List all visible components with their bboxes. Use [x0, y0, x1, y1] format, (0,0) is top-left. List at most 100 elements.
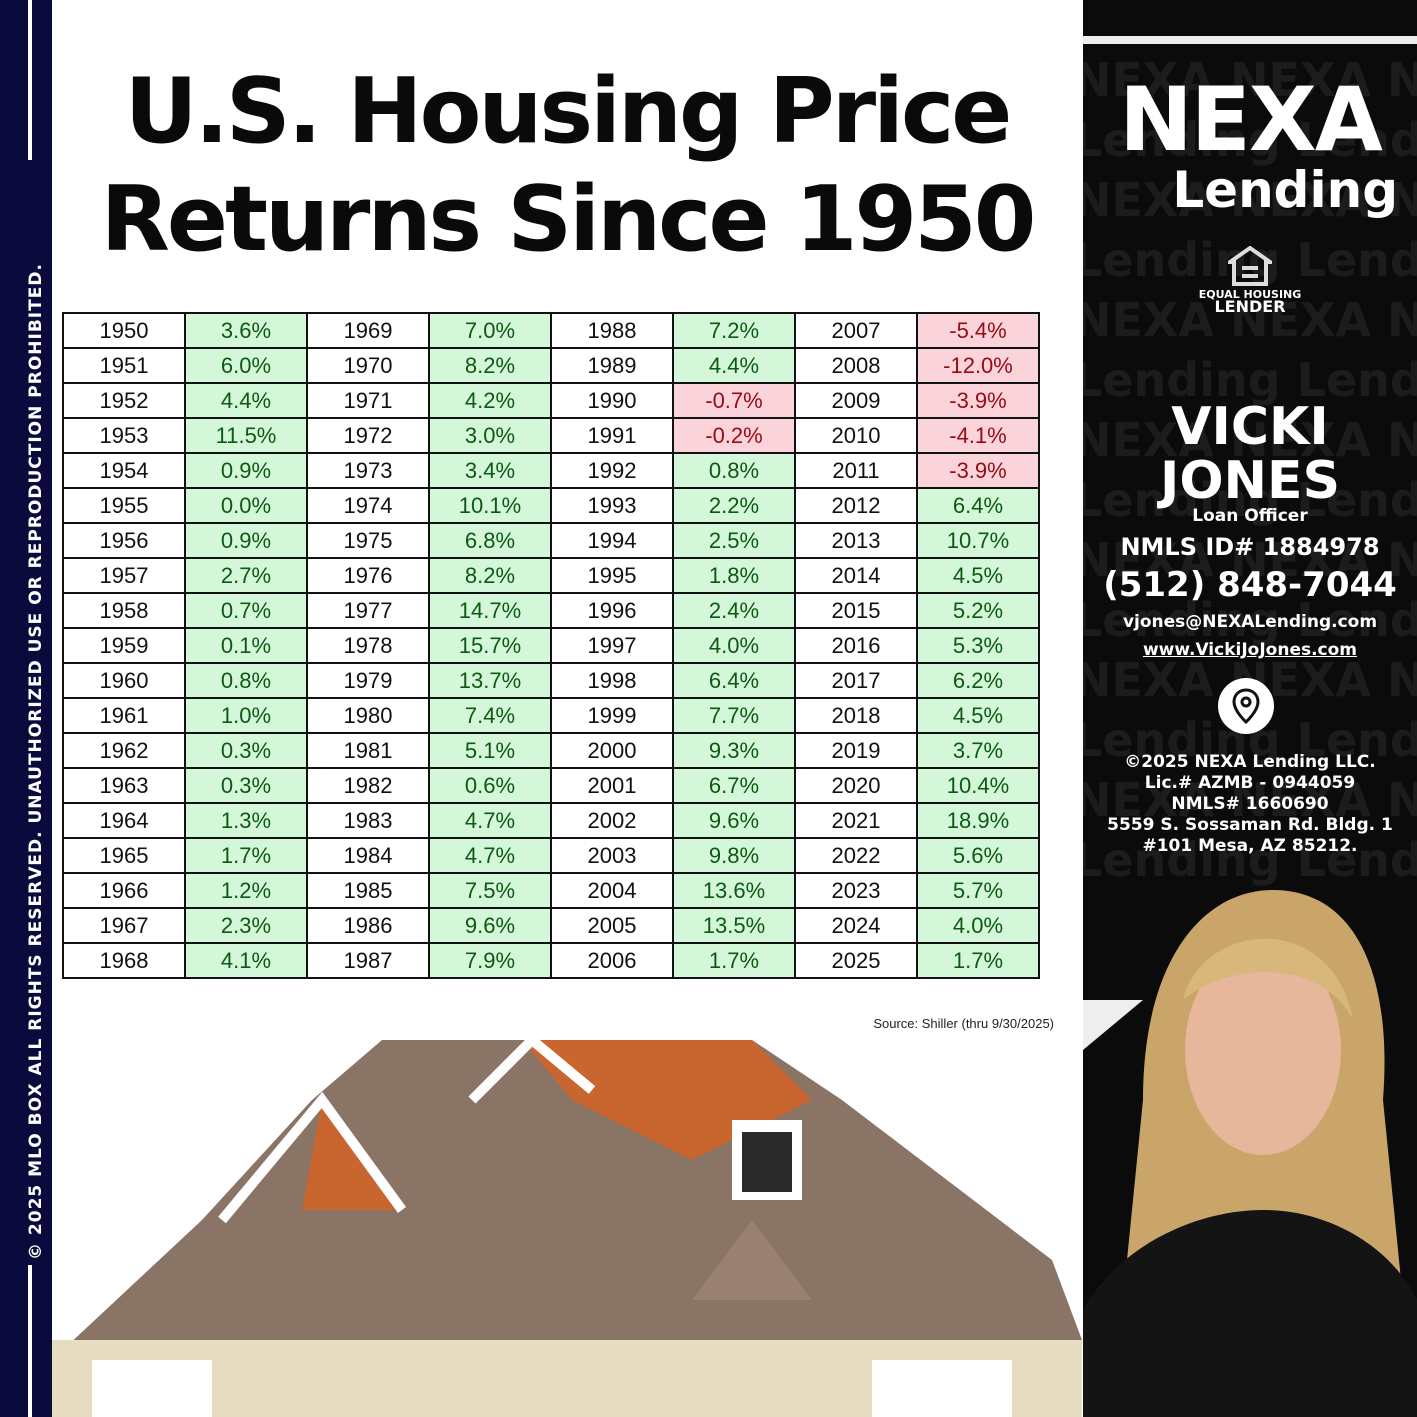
table-row: 1952 4.4% 1971 4.2% 1990 -0.7% 2009 -3.9% — [62, 382, 1040, 419]
legal-line: NMLS# 1660690 — [1171, 794, 1329, 814]
return-cell: 4.4% — [184, 382, 308, 419]
return-cell: 18.9% — [916, 802, 1040, 839]
year-cell: 1979 — [306, 662, 430, 699]
table-row: 1968 4.1% 1987 7.9% 2006 1.7% 2025 1.7% — [62, 942, 1040, 979]
table-row: 1954 0.9% 1973 3.4% 1992 0.8% 2011 -3.9% — [62, 452, 1040, 489]
legal-line: Lic.# AZMB - 0944059 — [1144, 773, 1356, 793]
table-row: 1961 1.0% 1980 7.4% 1999 7.7% 2018 4.5% — [62, 697, 1040, 734]
copyright-sidebar: © 2025 MLO BOX ALL RIGHTS RESERVED. UNAU… — [0, 0, 52, 1417]
return-cell: 3.4% — [428, 452, 552, 489]
return-cell: 1.0% — [184, 697, 308, 734]
website-link[interactable]: www.VickiJoJones.com — [1142, 640, 1358, 660]
return-cell: 13.7% — [428, 662, 552, 699]
return-cell: 11.5% — [184, 417, 308, 454]
return-cell: 7.5% — [428, 872, 552, 909]
year-cell: 2002 — [550, 802, 674, 839]
return-cell: 1.7% — [916, 942, 1040, 979]
return-cell: 3.7% — [916, 732, 1040, 769]
year-cell: 1985 — [306, 872, 430, 909]
return-cell: 10.1% — [428, 487, 552, 524]
year-cell: 1987 — [306, 942, 430, 979]
email-link[interactable]: vjones@NEXALending.com — [1122, 612, 1378, 632]
table-row: 1960 0.8% 1979 13.7% 1998 6.4% 2017 6.2% — [62, 662, 1040, 699]
last-name: JONES — [1159, 451, 1341, 511]
return-cell: 13.5% — [672, 907, 796, 944]
year-cell: 2018 — [794, 697, 918, 734]
table-row: 1966 1.2% 1985 7.5% 2004 13.6% 2023 5.7% — [62, 872, 1040, 909]
year-cell: 1957 — [62, 557, 186, 594]
return-cell: 7.2% — [672, 312, 796, 349]
year-cell: 2017 — [794, 662, 918, 699]
year-cell: 1991 — [550, 417, 674, 454]
return-cell: 4.7% — [428, 837, 552, 874]
year-cell: 2012 — [794, 487, 918, 524]
return-cell: 1.2% — [184, 872, 308, 909]
year-cell: 2019 — [794, 732, 918, 769]
year-cell: 1995 — [550, 557, 674, 594]
return-cell: 2.7% — [184, 557, 308, 594]
return-cell: 9.3% — [672, 732, 796, 769]
copyright-text: © 2025 MLO BOX ALL RIGHTS RESERVED. UNAU… — [26, 263, 46, 1260]
return-cell: 4.0% — [916, 907, 1040, 944]
return-cell: 0.1% — [184, 627, 308, 664]
return-cell: 3.0% — [428, 417, 552, 454]
officer-name: VICKI JONES — [1083, 400, 1417, 508]
year-cell: 1986 — [306, 907, 430, 944]
year-cell: 1984 — [306, 837, 430, 874]
return-cell: 0.3% — [184, 732, 308, 769]
year-cell: 1972 — [306, 417, 430, 454]
year-cell: 1951 — [62, 347, 186, 384]
year-cell: 1988 — [550, 312, 674, 349]
year-cell: 2001 — [550, 767, 674, 804]
year-cell: 1982 — [306, 767, 430, 804]
return-cell: 2.3% — [184, 907, 308, 944]
year-cell: 2005 — [550, 907, 674, 944]
year-cell: 1966 — [62, 872, 186, 909]
divider — [28, 1265, 32, 1417]
return-cell: 9.8% — [672, 837, 796, 874]
source-note: Source: Shiller (thru 9/30/2025) — [873, 1016, 1054, 1031]
year-cell: 1998 — [550, 662, 674, 699]
nexa-logo: NEXA — [1119, 68, 1383, 171]
year-cell: 2021 — [794, 802, 918, 839]
year-cell: 1954 — [62, 452, 186, 489]
return-cell: 1.3% — [184, 802, 308, 839]
table-row: 1958 0.7% 1977 14.7% 1996 2.4% 2015 5.2% — [62, 592, 1040, 629]
year-cell: 1969 — [306, 312, 430, 349]
return-cell: 4.5% — [916, 557, 1040, 594]
legal-info: ©2025 NEXA Lending LLC. Lic.# AZMB - 094… — [1083, 752, 1417, 857]
year-cell: 1992 — [550, 452, 674, 489]
return-cell: 7.7% — [672, 697, 796, 734]
equal-housing-icon — [1223, 245, 1277, 286]
return-cell: 0.0% — [184, 487, 308, 524]
page-title: U.S. Housing Price Returns Since 1950 — [52, 58, 1082, 274]
return-cell: 6.0% — [184, 347, 308, 384]
year-cell: 1990 — [550, 382, 674, 419]
table-row: 1965 1.7% 1984 4.7% 2003 9.8% 2022 5.6% — [62, 837, 1040, 874]
table-row: 1964 1.3% 1983 4.7% 2002 9.6% 2021 18.9% — [62, 802, 1040, 839]
legal-line: #101 Mesa, AZ 85212. — [1142, 836, 1358, 856]
year-cell: 1983 — [306, 802, 430, 839]
phone-number[interactable]: (512) 848-7044 — [1103, 565, 1397, 605]
year-cell: 1961 — [62, 697, 186, 734]
year-cell: 1953 — [62, 417, 186, 454]
return-cell: 10.7% — [916, 522, 1040, 559]
year-cell: 1959 — [62, 627, 186, 664]
table-row: 1959 0.1% 1978 15.7% 1997 4.0% 2016 5.3% — [62, 627, 1040, 664]
return-cell: 2.4% — [672, 592, 796, 629]
year-cell: 1999 — [550, 697, 674, 734]
year-cell: 1997 — [550, 627, 674, 664]
return-cell: 10.4% — [916, 767, 1040, 804]
map-pin-icon[interactable] — [1218, 678, 1274, 734]
year-cell: 1967 — [62, 907, 186, 944]
return-cell: 13.6% — [672, 872, 796, 909]
return-cell: -3.9% — [916, 452, 1040, 489]
year-cell: 2015 — [794, 592, 918, 629]
house-image — [52, 1040, 1082, 1417]
year-cell: 1960 — [62, 662, 186, 699]
year-cell: 1993 — [550, 487, 674, 524]
return-cell: 9.6% — [672, 802, 796, 839]
year-cell: 1965 — [62, 837, 186, 874]
return-cell: 1.8% — [672, 557, 796, 594]
year-cell: 1952 — [62, 382, 186, 419]
